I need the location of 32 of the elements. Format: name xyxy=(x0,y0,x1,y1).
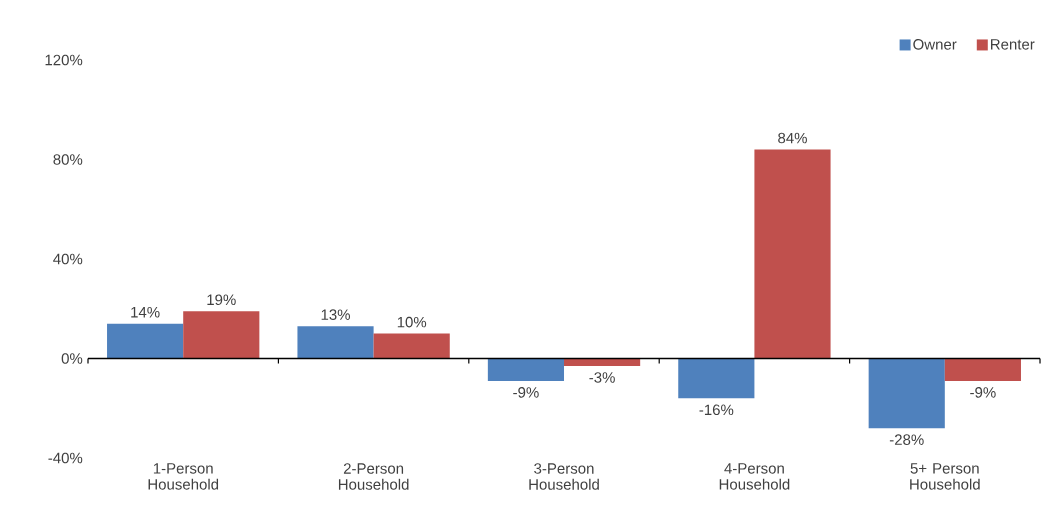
y-tick-label: 0% xyxy=(61,353,83,364)
data-label: -16% xyxy=(699,404,734,416)
bar xyxy=(373,333,450,359)
bar xyxy=(944,358,1021,381)
x-tick-label: 4-Person Household xyxy=(719,463,790,490)
data-label: 84% xyxy=(778,132,807,144)
x-tick-label: 5+ Person Household xyxy=(910,463,980,490)
data-label: -3% xyxy=(589,372,615,383)
bar xyxy=(868,358,945,429)
bar xyxy=(183,311,260,359)
y-tick-label: 120% xyxy=(45,54,83,66)
x-tick-label: 1-Person Household xyxy=(148,463,219,490)
data-label: 14% xyxy=(131,306,160,318)
bar xyxy=(297,326,374,359)
data-label: 10% xyxy=(397,316,427,328)
bar xyxy=(754,149,831,359)
y-tick-label: -40% xyxy=(48,452,83,464)
legend-label: Owner xyxy=(913,39,957,50)
bar xyxy=(107,323,184,359)
x-tick-label: 2-Person Household xyxy=(338,463,409,490)
data-label: 13% xyxy=(321,309,350,320)
x-tick-label: 3-Person Household xyxy=(529,463,599,490)
legend-label: Renter xyxy=(991,39,1035,50)
y-tick-label: 80% xyxy=(53,154,83,165)
y-tick-label: 40% xyxy=(53,253,83,265)
bar xyxy=(678,358,755,399)
bar xyxy=(564,358,641,366)
data-label: 19% xyxy=(207,294,236,306)
data-label: -28% xyxy=(889,434,924,445)
bar xyxy=(487,358,565,381)
data-label: -9% xyxy=(513,387,539,398)
data-label: -9% xyxy=(970,387,996,398)
